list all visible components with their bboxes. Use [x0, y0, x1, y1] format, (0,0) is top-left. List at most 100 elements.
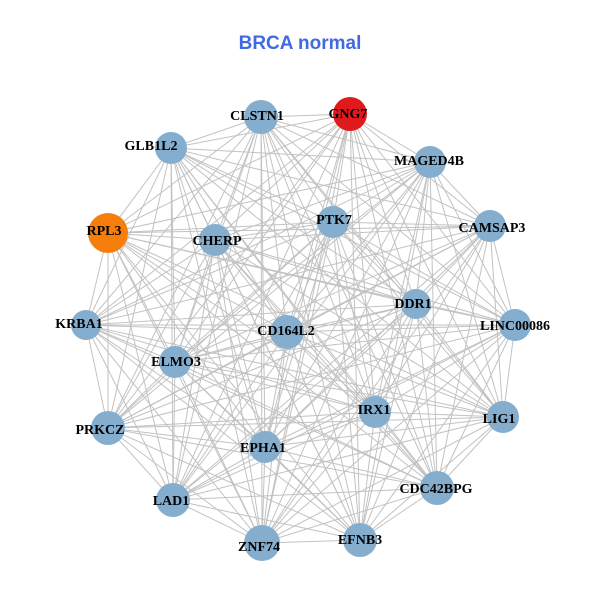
graph-edge [214, 239, 504, 418]
graph-edge [286, 221, 334, 333]
graph-node-label-gng7: GNG7 [329, 107, 368, 122]
graph-edge [415, 161, 431, 305]
graph-node-label-znf74: ZNF74 [238, 540, 280, 555]
graph-edge [172, 113, 351, 501]
graph-edge [174, 361, 504, 418]
graph-edge [332, 221, 491, 227]
graph-edge [172, 416, 504, 501]
graph-node-lig1 [487, 401, 519, 433]
graph-edge [174, 161, 431, 363]
graph-edge [174, 225, 491, 363]
graph-node-label-cd164l2: CD164L2 [257, 324, 315, 339]
graph-edge [85, 303, 417, 326]
graph-edge [264, 113, 351, 448]
graph-edge [107, 116, 262, 429]
graph-edge [172, 331, 288, 501]
graph-edge [261, 161, 431, 544]
graph-edge [107, 239, 216, 429]
node-layer [71, 97, 531, 561]
graph-edge [374, 303, 417, 413]
graph-node-ddr1 [401, 289, 431, 319]
graph-edge [264, 331, 288, 448]
graph-edge [174, 361, 263, 544]
graph-edge [170, 147, 266, 448]
graph-edge [85, 221, 334, 326]
graph-edge [85, 324, 174, 501]
graph-edge [286, 324, 516, 333]
graph-edge [349, 113, 504, 418]
graph-edge [170, 147, 504, 418]
graph-node-label-efnb3: EFNB3 [338, 533, 382, 548]
graph-edge [261, 416, 504, 544]
graph-edge [85, 324, 266, 448]
graph-edge [174, 239, 216, 363]
graph-edge [107, 427, 361, 541]
graph-node-gng7 [333, 97, 367, 131]
graph-edge [85, 324, 504, 418]
graph-edge [349, 113, 417, 305]
graph-edge [170, 147, 334, 223]
graph-edge [174, 331, 288, 363]
graph-edge [85, 113, 351, 326]
graph-edge [107, 427, 266, 448]
graph-node-label-maged4b: MAGED4B [394, 154, 464, 169]
graph-edge [332, 221, 417, 305]
graph-edge [332, 161, 431, 223]
graph-edge [214, 239, 266, 448]
graph-node-label-ddr1: DDR1 [394, 297, 431, 312]
graph-edge [260, 116, 263, 544]
graph-edge [174, 221, 334, 363]
graph-edge [107, 331, 288, 429]
graph-edge [170, 147, 263, 544]
graph-edge [332, 113, 351, 223]
graph-edge [415, 303, 516, 326]
graph-node-label-lad1: LAD1 [153, 494, 190, 509]
graph-edge [107, 232, 266, 448]
graph-edge [107, 232, 263, 544]
graph-edge [415, 225, 491, 305]
graph-edge [332, 221, 361, 541]
graph-node-elmo3 [159, 346, 191, 378]
graph-edge [85, 324, 361, 541]
graph-edge [264, 225, 491, 448]
graph-node-label-glb1l2: GLB1L2 [125, 139, 178, 154]
graph-edge [172, 324, 516, 501]
graph-edge [214, 221, 334, 241]
graph-node-label-cdc42bpg: CDC42BPG [399, 482, 472, 497]
graph-edge [264, 416, 504, 448]
graph-node-maged4b [414, 146, 446, 178]
graph-edge [489, 225, 516, 326]
graph-node-ptk7 [317, 206, 349, 238]
figure-title: BRCA normal [239, 33, 362, 54]
graph-edge [85, 239, 216, 326]
graph-edge [107, 232, 516, 326]
graph-edge [174, 324, 516, 363]
graph-edge [85, 324, 376, 413]
graph-edge [107, 113, 351, 429]
graph-edge [286, 331, 361, 541]
graph-edge [214, 239, 438, 489]
graph-node-label-elmo3: ELMO3 [151, 355, 201, 370]
graph-edge [214, 239, 288, 333]
graph-node-label-clstn1: CLSTN1 [230, 109, 284, 124]
graph-edge [107, 324, 516, 429]
graph-node-znf74 [244, 525, 280, 561]
graph-edge [214, 161, 431, 241]
graph-edge [172, 225, 491, 501]
graph-edge [107, 147, 172, 429]
graph-edge [286, 331, 504, 418]
graph-node-cd164l2 [270, 315, 304, 349]
graph-edge [85, 324, 176, 363]
graph-edge [349, 113, 516, 326]
graph-edge [170, 147, 516, 326]
graph-edge [261, 113, 351, 544]
graph-node-label-irx1: IRX1 [358, 403, 391, 418]
graph-edge [174, 361, 438, 489]
graph-edge [107, 232, 174, 501]
graph-edge [85, 324, 109, 429]
graph-edge [260, 116, 491, 227]
graph-node-prkcz [91, 411, 125, 445]
graph-node-label-linc00086: LINC00086 [480, 319, 550, 334]
graph-edge [107, 232, 361, 541]
graph-node-cherp [199, 224, 231, 256]
